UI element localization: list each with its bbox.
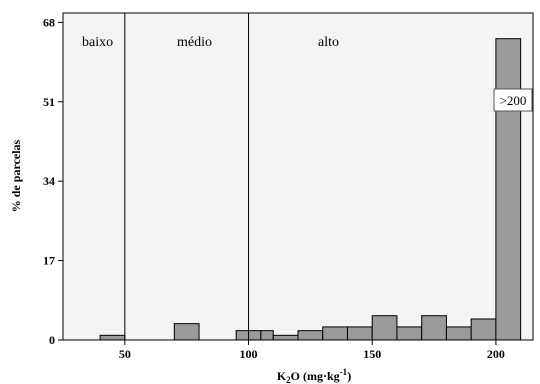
y-tick-label: 17 — [43, 254, 55, 268]
histogram-bar — [396, 326, 423, 341]
y-tick-label: 0 — [49, 333, 55, 347]
histogram-bar — [260, 330, 274, 341]
y-axis-ticks: 0 17 34 51 68 — [43, 15, 63, 347]
histogram-bar — [445, 326, 472, 341]
annotation-box — [493, 88, 533, 112]
histogram-bar — [470, 318, 497, 341]
x-tick-label: 100 — [240, 347, 258, 361]
x-axis-title-dot: · — [323, 369, 327, 383]
annotation-callout: >200 — [493, 88, 533, 112]
histogram-bar — [248, 330, 262, 341]
histogram-bar — [297, 330, 324, 341]
x-tick-label: 50 — [119, 347, 131, 361]
x-axis-title: K2O (mg·kg-1) — [277, 367, 351, 384]
histogram-bar — [346, 326, 373, 341]
x-axis-ticks: 50 100 150 200 — [119, 340, 505, 361]
region-label-medio: médio — [177, 35, 212, 50]
x-axis-title-sub: 2 — [286, 375, 291, 384]
x-axis-title-k: K — [277, 369, 287, 383]
region-label-baixo: baixo — [82, 35, 113, 50]
histogram-bar — [371, 315, 398, 341]
histogram-bar — [173, 323, 200, 341]
y-axis-title: % de parcelas — [9, 139, 23, 212]
histogram-bar — [272, 334, 299, 341]
histogram-bar — [322, 326, 348, 341]
x-tick-label: 150 — [363, 347, 381, 361]
y-tick-label: 51 — [43, 95, 55, 109]
annotation-text: >200 — [500, 93, 527, 108]
x-axis-title-close: ) — [347, 369, 351, 383]
y-tick-label: 68 — [43, 15, 55, 29]
histogram-bar — [421, 315, 447, 341]
plot-background — [62, 12, 534, 341]
histogram-bar — [235, 330, 250, 341]
region-label-alto: alto — [318, 35, 339, 50]
x-axis-title-sup: -1 — [340, 367, 348, 377]
x-axis-title-mid: O (mg — [291, 369, 323, 383]
y-tick-label: 34 — [43, 174, 55, 188]
histogram-bar — [99, 334, 126, 341]
region-boundaries — [124, 13, 250, 340]
x-axis-title-unit: kg — [327, 369, 340, 383]
histogram-bar — [495, 38, 522, 341]
x-tick-label: 200 — [487, 347, 505, 361]
